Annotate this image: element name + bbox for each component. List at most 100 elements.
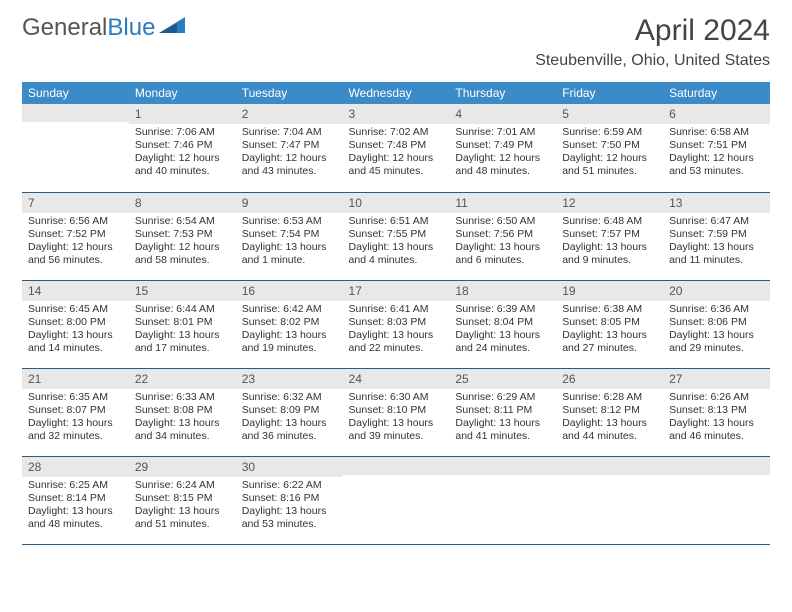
day-body: Sunrise: 6:45 AMSunset: 8:00 PMDaylight:… xyxy=(22,301,129,359)
day-number: 20 xyxy=(663,281,770,301)
sunset-text: Sunset: 8:02 PM xyxy=(242,316,337,329)
day-number: 26 xyxy=(556,369,663,389)
sunset-text: Sunset: 8:16 PM xyxy=(242,492,337,505)
daylight-text: Daylight: 13 hours and 11 minutes. xyxy=(669,241,764,267)
sunrise-text: Sunrise: 6:58 AM xyxy=(669,126,764,139)
sunrise-text: Sunrise: 6:35 AM xyxy=(28,391,123,404)
daylight-text: Daylight: 13 hours and 41 minutes. xyxy=(455,417,550,443)
day-cell: 11Sunrise: 6:50 AMSunset: 7:56 PMDayligh… xyxy=(449,192,556,280)
day-cell: 7Sunrise: 6:56 AMSunset: 7:52 PMDaylight… xyxy=(22,192,129,280)
day-number: 18 xyxy=(449,281,556,301)
sunset-text: Sunset: 7:46 PM xyxy=(135,139,230,152)
daylight-text: Daylight: 13 hours and 53 minutes. xyxy=(242,505,337,531)
day-number: 24 xyxy=(343,369,450,389)
day-cell: 28Sunrise: 6:25 AMSunset: 8:14 PMDayligh… xyxy=(22,456,129,544)
day-body: Sunrise: 6:56 AMSunset: 7:52 PMDaylight:… xyxy=(22,213,129,271)
day-number xyxy=(449,457,556,475)
day-number: 23 xyxy=(236,369,343,389)
sunset-text: Sunset: 8:14 PM xyxy=(28,492,123,505)
day-number: 6 xyxy=(663,104,770,124)
sunset-text: Sunset: 8:09 PM xyxy=(242,404,337,417)
sunrise-text: Sunrise: 6:36 AM xyxy=(669,303,764,316)
daylight-text: Daylight: 13 hours and 6 minutes. xyxy=(455,241,550,267)
sunset-text: Sunset: 8:05 PM xyxy=(562,316,657,329)
sunrise-text: Sunrise: 6:42 AM xyxy=(242,303,337,316)
sunset-text: Sunset: 8:03 PM xyxy=(349,316,444,329)
day-body xyxy=(22,122,129,128)
calendar-table: Sunday Monday Tuesday Wednesday Thursday… xyxy=(22,82,770,545)
week-row: 7Sunrise: 6:56 AMSunset: 7:52 PMDaylight… xyxy=(22,192,770,280)
daylight-text: Daylight: 12 hours and 51 minutes. xyxy=(562,152,657,178)
day-number: 22 xyxy=(129,369,236,389)
logo: GeneralBlue xyxy=(22,14,185,42)
daylight-text: Daylight: 13 hours and 36 minutes. xyxy=(242,417,337,443)
sunset-text: Sunset: 8:08 PM xyxy=(135,404,230,417)
day-body xyxy=(663,475,770,481)
day-cell xyxy=(663,456,770,544)
sunset-text: Sunset: 8:00 PM xyxy=(28,316,123,329)
sunrise-text: Sunrise: 6:32 AM xyxy=(242,391,337,404)
daylight-text: Daylight: 13 hours and 14 minutes. xyxy=(28,329,123,355)
day-body: Sunrise: 6:26 AMSunset: 8:13 PMDaylight:… xyxy=(663,389,770,447)
day-number: 21 xyxy=(22,369,129,389)
day-number: 8 xyxy=(129,193,236,213)
daylight-text: Daylight: 13 hours and 48 minutes. xyxy=(28,505,123,531)
sunset-text: Sunset: 8:12 PM xyxy=(562,404,657,417)
day-body xyxy=(449,475,556,481)
sunset-text: Sunset: 7:50 PM xyxy=(562,139,657,152)
day-body: Sunrise: 6:41 AMSunset: 8:03 PMDaylight:… xyxy=(343,301,450,359)
dow-fri: Friday xyxy=(556,82,663,104)
sunrise-text: Sunrise: 7:01 AM xyxy=(455,126,550,139)
day-cell: 25Sunrise: 6:29 AMSunset: 8:11 PMDayligh… xyxy=(449,368,556,456)
daylight-text: Daylight: 13 hours and 29 minutes. xyxy=(669,329,764,355)
sunrise-text: Sunrise: 6:26 AM xyxy=(669,391,764,404)
day-number: 17 xyxy=(343,281,450,301)
day-cell: 23Sunrise: 6:32 AMSunset: 8:09 PMDayligh… xyxy=(236,368,343,456)
day-number xyxy=(22,104,129,122)
daylight-text: Daylight: 13 hours and 44 minutes. xyxy=(562,417,657,443)
daylight-text: Daylight: 13 hours and 19 minutes. xyxy=(242,329,337,355)
day-number: 11 xyxy=(449,193,556,213)
day-number: 1 xyxy=(129,104,236,124)
dow-wed: Wednesday xyxy=(343,82,450,104)
day-cell: 13Sunrise: 6:47 AMSunset: 7:59 PMDayligh… xyxy=(663,192,770,280)
day-cell: 19Sunrise: 6:38 AMSunset: 8:05 PMDayligh… xyxy=(556,280,663,368)
sunrise-text: Sunrise: 6:47 AM xyxy=(669,215,764,228)
sunset-text: Sunset: 7:56 PM xyxy=(455,228,550,241)
day-cell: 18Sunrise: 6:39 AMSunset: 8:04 PMDayligh… xyxy=(449,280,556,368)
day-body: Sunrise: 6:29 AMSunset: 8:11 PMDaylight:… xyxy=(449,389,556,447)
day-body: Sunrise: 6:59 AMSunset: 7:50 PMDaylight:… xyxy=(556,124,663,182)
day-number: 25 xyxy=(449,369,556,389)
day-number: 2 xyxy=(236,104,343,124)
day-body: Sunrise: 6:32 AMSunset: 8:09 PMDaylight:… xyxy=(236,389,343,447)
sunset-text: Sunset: 7:51 PM xyxy=(669,139,764,152)
header: GeneralBlue April 2024 Steubenville, Ohi… xyxy=(0,0,792,76)
day-cell: 14Sunrise: 6:45 AMSunset: 8:00 PMDayligh… xyxy=(22,280,129,368)
sunrise-text: Sunrise: 6:24 AM xyxy=(135,479,230,492)
daylight-text: Daylight: 13 hours and 51 minutes. xyxy=(135,505,230,531)
logo-text-2: Blue xyxy=(107,14,155,42)
sunset-text: Sunset: 7:49 PM xyxy=(455,139,550,152)
day-body: Sunrise: 6:28 AMSunset: 8:12 PMDaylight:… xyxy=(556,389,663,447)
day-body: Sunrise: 6:38 AMSunset: 8:05 PMDaylight:… xyxy=(556,301,663,359)
day-body: Sunrise: 6:22 AMSunset: 8:16 PMDaylight:… xyxy=(236,477,343,535)
location: Steubenville, Ohio, United States xyxy=(535,52,770,70)
day-cell: 3Sunrise: 7:02 AMSunset: 7:48 PMDaylight… xyxy=(343,104,450,192)
day-cell: 27Sunrise: 6:26 AMSunset: 8:13 PMDayligh… xyxy=(663,368,770,456)
day-body xyxy=(556,475,663,481)
sunrise-text: Sunrise: 6:29 AM xyxy=(455,391,550,404)
day-body: Sunrise: 6:24 AMSunset: 8:15 PMDaylight:… xyxy=(129,477,236,535)
week-row: 1Sunrise: 7:06 AMSunset: 7:46 PMDaylight… xyxy=(22,104,770,192)
day-body: Sunrise: 6:35 AMSunset: 8:07 PMDaylight:… xyxy=(22,389,129,447)
sunrise-text: Sunrise: 6:28 AM xyxy=(562,391,657,404)
dow-sun: Sunday xyxy=(22,82,129,104)
day-body: Sunrise: 6:42 AMSunset: 8:02 PMDaylight:… xyxy=(236,301,343,359)
sunrise-text: Sunrise: 6:39 AM xyxy=(455,303,550,316)
daylight-text: Daylight: 13 hours and 39 minutes. xyxy=(349,417,444,443)
sunrise-text: Sunrise: 6:53 AM xyxy=(242,215,337,228)
dow-row: Sunday Monday Tuesday Wednesday Thursday… xyxy=(22,82,770,104)
dow-tue: Tuesday xyxy=(236,82,343,104)
sunrise-text: Sunrise: 6:38 AM xyxy=(562,303,657,316)
sunset-text: Sunset: 8:11 PM xyxy=(455,404,550,417)
daylight-text: Daylight: 12 hours and 43 minutes. xyxy=(242,152,337,178)
